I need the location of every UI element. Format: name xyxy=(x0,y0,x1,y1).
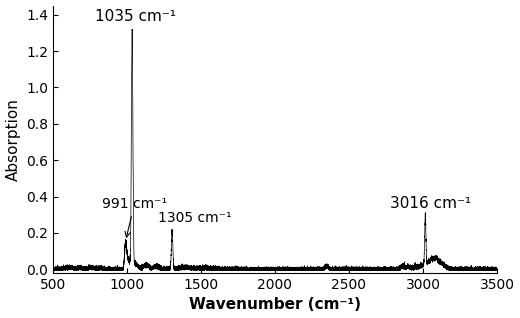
Text: 991 cm⁻¹: 991 cm⁻¹ xyxy=(102,197,167,237)
Y-axis label: Absorption: Absorption xyxy=(6,98,21,181)
X-axis label: Wavenumber (cm⁻¹): Wavenumber (cm⁻¹) xyxy=(189,297,361,313)
Text: 1035 cm⁻¹: 1035 cm⁻¹ xyxy=(95,9,176,24)
Text: 1305 cm⁻¹: 1305 cm⁻¹ xyxy=(158,211,232,225)
Text: 3016 cm⁻¹: 3016 cm⁻¹ xyxy=(390,196,471,211)
